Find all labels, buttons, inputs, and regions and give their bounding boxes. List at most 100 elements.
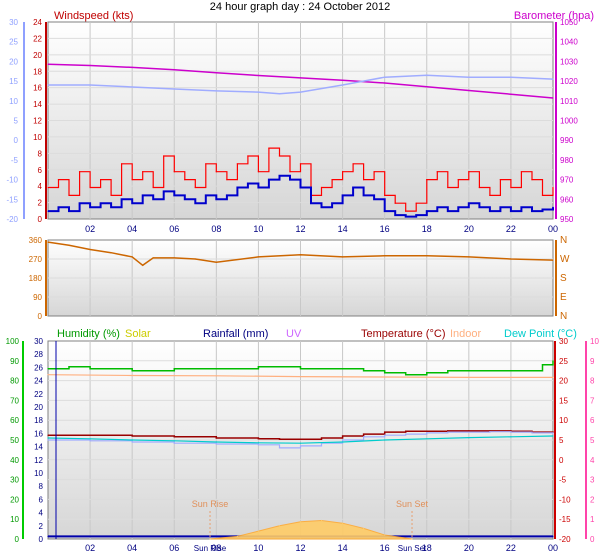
- temp-outer-point: [131, 86, 133, 88]
- uv-tick-label: 10: [590, 337, 599, 346]
- uv-tick-label: 5: [590, 436, 595, 445]
- dew-point-point: [131, 439, 133, 441]
- barometer-tick-label: 1040: [560, 38, 578, 47]
- uv-tick-label: 7: [590, 396, 595, 405]
- sunrise-axis-marker: Sun Rise: [194, 544, 227, 553]
- barometer-tick-label: 960: [560, 195, 574, 204]
- temperature-point: [426, 430, 428, 432]
- temp-faint-point: [426, 432, 428, 434]
- gust-point: [236, 163, 238, 165]
- barometer-tick-label: 1030: [560, 57, 578, 66]
- rainfall-tick-label: 8: [39, 482, 44, 491]
- rainfall-tick-label: 12: [34, 456, 43, 465]
- windspeed-tick-label: 10: [33, 133, 42, 142]
- solar-point: [411, 538, 413, 540]
- direction-point: [110, 252, 112, 254]
- temp-faint-point: [510, 431, 512, 433]
- x-tick-label: 12: [295, 224, 305, 234]
- gust-point: [331, 179, 333, 181]
- humidity-point: [152, 370, 154, 372]
- direction-point: [131, 256, 133, 258]
- x-tick-label: 14: [338, 224, 348, 234]
- temperature-point: [173, 436, 175, 438]
- gust-point: [78, 171, 81, 173]
- dew-point-point: [173, 440, 175, 442]
- temp-faint-point: [405, 433, 407, 435]
- uv-tick-label: 4: [590, 456, 595, 465]
- direction-point: [89, 248, 91, 251]
- direction-point: [468, 256, 470, 258]
- average-point: [520, 206, 523, 208]
- x-tick-label: 20: [464, 224, 474, 234]
- temp-outer-point: [426, 74, 428, 76]
- uv-tick-label: 0: [590, 535, 595, 544]
- gust-point: [89, 186, 91, 189]
- x-tick-label: 04: [127, 543, 137, 553]
- rainfall-tick-label: 18: [34, 416, 43, 425]
- average-point: [310, 202, 312, 204]
- dew-point-point: [341, 441, 344, 443]
- gust-point: [405, 210, 407, 212]
- outer-tick-label: 20: [9, 57, 18, 66]
- indoor-point: [299, 376, 302, 378]
- humidity-tick-label: 0: [15, 535, 20, 544]
- gust-point: [194, 186, 196, 189]
- dew-point-point: [552, 435, 554, 437]
- windspeed-tick-label: 6: [38, 166, 43, 175]
- humidity-tick-label: 80: [10, 377, 19, 386]
- gust-point: [352, 163, 354, 165]
- x-tick-label: 08: [211, 543, 221, 553]
- direction-point: [552, 259, 554, 261]
- average-point: [163, 190, 165, 193]
- average-point: [247, 182, 249, 185]
- compass-tick-label: E: [560, 292, 567, 303]
- temp-faint-point: [447, 431, 449, 433]
- windspeed-tick-label: 2: [38, 199, 43, 208]
- humidity-point: [194, 368, 196, 370]
- direction-point: [510, 258, 512, 260]
- average-point: [78, 202, 81, 204]
- temp-outer-point: [552, 78, 554, 80]
- humidity-point: [468, 370, 470, 372]
- gust-point: [320, 186, 323, 189]
- direction-point: [384, 255, 386, 257]
- direction-point: [152, 257, 154, 259]
- average-point: [110, 206, 112, 208]
- gust-point: [247, 155, 249, 157]
- compass-tick-label: N: [560, 311, 567, 322]
- temperature-tick-label: 10: [559, 416, 568, 425]
- windspeed-tick-label: 0: [38, 215, 43, 224]
- humidity-point: [426, 372, 428, 374]
- average-point: [373, 198, 375, 200]
- gust-point: [289, 171, 291, 173]
- barometer-point: [47, 63, 49, 65]
- gust-point: [394, 202, 396, 204]
- dew-point-point: [47, 437, 49, 439]
- average-point: [215, 198, 217, 200]
- windspeed-tick-label: 4: [38, 182, 43, 191]
- barometer-label: Barometer (hpa): [514, 10, 594, 22]
- dew-point-point: [89, 438, 91, 440]
- gust-point: [415, 202, 417, 204]
- direction-tick-label: 180: [29, 274, 43, 283]
- humidity-point: [489, 370, 491, 372]
- direction-point: [426, 255, 428, 257]
- outer-tick-label: -15: [6, 195, 18, 204]
- compass-tick-label: S: [560, 273, 567, 284]
- gust-point: [131, 179, 133, 181]
- humidity-tick-label: 30: [10, 476, 19, 485]
- rainfall-point: [47, 535, 49, 537]
- x-tick-label: 06: [169, 224, 179, 234]
- humidity-tick-label: 40: [10, 456, 19, 465]
- dew-point-label: Dew Point (°C): [504, 328, 577, 340]
- outer-tick-label: 15: [9, 77, 18, 86]
- temperature-point: [405, 430, 407, 432]
- temp-faint-point: [531, 432, 533, 434]
- barometer-point: [89, 64, 91, 67]
- average-point: [384, 210, 386, 212]
- humidity-tick-label: 100: [6, 337, 20, 346]
- barometer-point: [215, 72, 217, 74]
- x-tick-label: 06: [169, 543, 179, 553]
- humidity-point: [341, 368, 344, 370]
- gust-point: [489, 194, 491, 196]
